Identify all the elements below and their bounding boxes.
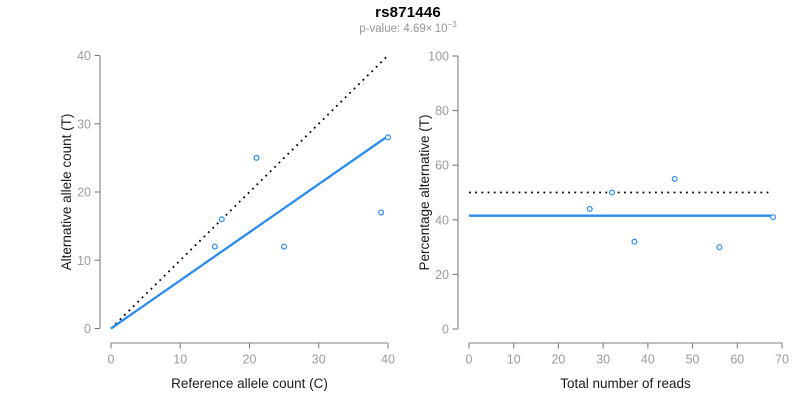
y-tick-label: 80	[435, 104, 449, 118]
x-tick-label: 40	[641, 353, 655, 367]
x-tick-label: 20	[243, 353, 257, 367]
left-scatter-plot: 0 10 20 30 40 0 10 20 30 40 Reference allele count…	[59, 49, 395, 391]
x-tick-label: 0	[108, 353, 115, 367]
data-point	[385, 134, 392, 141]
y-axis-title: Percentage alternative (T)	[417, 114, 432, 270]
y-tick-label: 20	[435, 268, 449, 282]
y-tick-label: 30	[77, 117, 91, 131]
data-point	[253, 154, 260, 161]
y-tick-label: 60	[435, 159, 449, 173]
data-point	[218, 216, 225, 223]
x-tick-label: 60	[730, 353, 744, 367]
x-tick-label: 30	[596, 353, 610, 367]
x-tick-label: 30	[312, 353, 326, 367]
x-axis-title: Reference allele count (C)	[171, 376, 328, 391]
y-tick-label: 20	[77, 186, 91, 200]
data-point	[211, 243, 218, 250]
x-axis-title: Total number of reads	[560, 376, 691, 391]
y-tick-label: 40	[77, 49, 91, 63]
x-tick-label: 10	[173, 353, 187, 367]
y-tick-label: 0	[442, 323, 449, 337]
data-point	[609, 189, 616, 196]
x-tick-label: 20	[551, 353, 565, 367]
identity-line	[110, 54, 389, 330]
y-tick-label: 100	[428, 50, 449, 64]
x-tick-label: 40	[381, 353, 395, 367]
p-value-exponent: −3	[447, 20, 457, 30]
y-tick-label: 40	[435, 213, 449, 227]
p-value-subtitle: p-value: 4.69× 10−3	[8, 20, 800, 35]
right-scatter-plot: 0 10 20 30 40 50 60 70 0 20 40 60 80 100 Total number …	[417, 50, 789, 392]
p-value-text: p-value: 4.69× 10	[359, 23, 448, 35]
data-point	[586, 205, 593, 212]
data-point	[770, 214, 777, 221]
y-axis-title: Alternative allele count (T)	[59, 114, 74, 271]
fit-line	[110, 135, 389, 330]
x-tick-label: 10	[507, 353, 521, 367]
data-point	[716, 244, 723, 251]
x-tick-label: 50	[686, 353, 700, 367]
data-point	[281, 243, 288, 250]
data-point	[631, 238, 638, 245]
y-tick-label: 10	[77, 254, 91, 268]
x-tick-label: 0	[466, 353, 473, 367]
x-tick-label: 70	[775, 353, 789, 367]
y-tick-label: 0	[84, 322, 91, 336]
plot-title: rs871446	[375, 4, 441, 21]
data-point	[671, 175, 678, 182]
data-point	[378, 209, 385, 216]
